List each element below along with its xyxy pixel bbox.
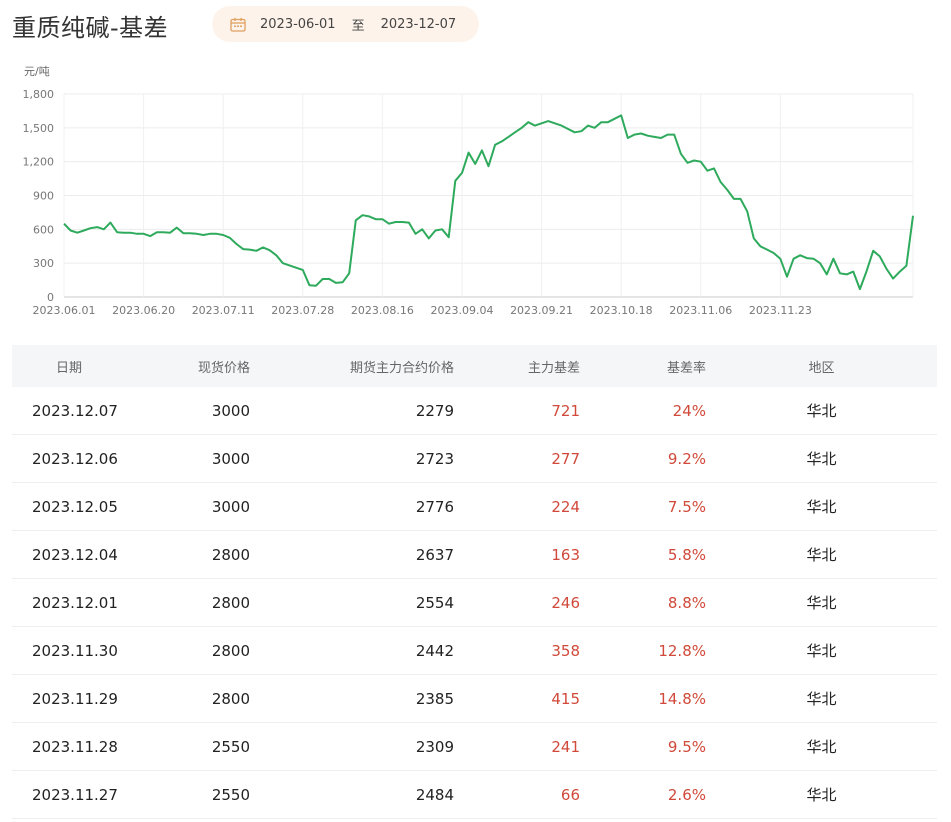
y-tick-label: 1,200 xyxy=(23,156,55,169)
basis-line-chart: 元/吨 0 300 600 900 1,200 1,500 1,800 2023.06.01 20… xyxy=(23,65,914,317)
cell-region: 华北 xyxy=(806,738,837,756)
calendar-icon xyxy=(230,17,246,32)
cell-futures-price: 2309 xyxy=(415,737,454,756)
cell-region: 华北 xyxy=(806,402,837,420)
y-tick-label: 0 xyxy=(47,291,54,304)
table-row: 2023.11.30 2800 2442 358 12.8% 华北 xyxy=(12,627,937,675)
header-basis-rate: 基差率 xyxy=(666,360,706,376)
cell-date: 2023.11.29 xyxy=(32,689,118,708)
x-tick-label: 2023.07.11 xyxy=(192,304,255,317)
cell-region: 华北 xyxy=(806,450,837,468)
cell-basis-rate: 9.2% xyxy=(667,449,706,468)
table-row: 2023.12.06 3000 2723 277 9.2% 华北 xyxy=(12,435,937,483)
cell-basis-rate: 7.5% xyxy=(667,497,706,516)
cell-spot-price: 2550 xyxy=(211,785,250,804)
cell-spot-price: 2550 xyxy=(211,737,250,756)
x-tick-label: 2023.09.04 xyxy=(430,304,493,317)
cell-basis: 415 xyxy=(551,689,580,708)
basis-table: 日期 现货价格 期货主力合约价格 主力基差 基差率 地区 2023.12.07 3… xyxy=(12,345,937,819)
x-tick-label: 2023.06.20 xyxy=(112,304,175,317)
cell-region: 华北 xyxy=(806,690,837,708)
cell-futures-price: 2385 xyxy=(415,689,454,708)
cell-date: 2023.11.27 xyxy=(32,785,118,804)
x-tick-label: 2023.09.21 xyxy=(510,304,573,317)
x-tick-label: 2023.07.28 xyxy=(271,304,334,317)
cell-date: 2023.11.28 xyxy=(32,737,118,756)
cell-basis-rate: 14.8% xyxy=(658,689,706,708)
cell-basis: 241 xyxy=(551,737,580,756)
header-region: 地区 xyxy=(808,360,835,376)
cell-futures-price: 2554 xyxy=(415,593,454,612)
table-row: 2023.12.07 3000 2279 721 24% 华北 xyxy=(12,387,937,435)
basis-series-line xyxy=(63,114,914,291)
cell-date: 2023.12.01 xyxy=(32,593,118,612)
cell-basis: 277 xyxy=(551,449,580,468)
cell-basis: 224 xyxy=(551,497,580,516)
cell-futures-price: 2637 xyxy=(415,545,454,564)
cell-date: 2023.12.04 xyxy=(32,545,118,564)
cell-date: 2023.12.07 xyxy=(32,401,118,420)
cell-spot-price: 2800 xyxy=(211,641,250,660)
page-title: 重质纯碱-基差 xyxy=(12,14,169,42)
y-tick-label: 1,500 xyxy=(23,122,55,135)
table-row: 2023.11.28 2550 2309 241 9.5% 华北 xyxy=(12,723,937,771)
header-basis: 主力基差 xyxy=(527,360,580,376)
cell-basis-rate: 9.5% xyxy=(667,737,706,756)
cell-basis: 721 xyxy=(551,401,580,420)
cell-region: 华北 xyxy=(806,594,837,612)
x-tick-label: 2023.08.16 xyxy=(351,304,414,317)
cell-basis: 66 xyxy=(560,785,580,804)
cell-spot-price: 3000 xyxy=(211,449,250,468)
cell-spot-price: 2800 xyxy=(211,545,250,564)
cell-basis: 163 xyxy=(551,545,580,564)
cell-futures-price: 2776 xyxy=(415,497,454,516)
table-row: 2023.12.04 2800 2637 163 5.8% 华北 xyxy=(12,531,937,579)
cell-basis-rate: 24% xyxy=(672,401,706,420)
y-tick-label: 900 xyxy=(33,190,54,203)
cell-futures-price: 2442 xyxy=(415,641,454,660)
y-tick-label: 300 xyxy=(33,257,54,270)
y-tick-label: 1,800 xyxy=(23,88,55,101)
cell-futures-price: 2279 xyxy=(415,401,454,420)
date-range-picker[interactable]: 2023-06-01 至 2023-12-07 xyxy=(212,6,479,42)
date-separator: 至 xyxy=(351,18,365,34)
end-date[interactable]: 2023-12-07 xyxy=(380,16,457,32)
cell-basis: 246 xyxy=(551,593,580,612)
table-row: 2023.11.27 2550 2484 66 2.6% 华北 xyxy=(12,771,937,819)
table-row: 2023.12.01 2800 2554 246 8.8% 华北 xyxy=(12,579,937,627)
cell-region: 华北 xyxy=(806,642,837,660)
x-tick-label: 2023.10.18 xyxy=(590,304,653,317)
y-tick-label: 600 xyxy=(33,223,54,236)
start-date[interactable]: 2023-06-01 xyxy=(260,16,336,32)
cell-spot-price: 3000 xyxy=(211,497,250,516)
cell-basis-rate: 5.8% xyxy=(667,545,706,564)
x-tick-label: 2023.06.01 xyxy=(33,304,96,317)
cell-basis-rate: 2.6% xyxy=(667,785,706,804)
cell-date: 2023.11.30 xyxy=(32,641,118,660)
cell-region: 华北 xyxy=(806,786,837,804)
cell-date: 2023.12.05 xyxy=(32,497,118,516)
cell-futures-price: 2484 xyxy=(415,785,454,804)
x-tick-label: 2023.11.23 xyxy=(749,304,812,317)
header-spot-price: 现货价格 xyxy=(197,360,250,376)
cell-futures-price: 2723 xyxy=(415,449,454,468)
cell-basis: 358 xyxy=(551,641,580,660)
table-body: 2023.12.07 3000 2279 721 24% 华北 2023.12.06 3000… xyxy=(12,387,937,819)
cell-date: 2023.12.06 xyxy=(32,449,118,468)
cell-region: 华北 xyxy=(806,498,837,516)
cell-spot-price: 2800 xyxy=(211,689,250,708)
header-date: 日期 xyxy=(56,360,83,376)
table-header: 日期 现货价格 期货主力合约价格 主力基差 基差率 地区 xyxy=(12,345,937,387)
cell-basis-rate: 8.8% xyxy=(667,593,706,612)
x-tick-label: 2023.11.06 xyxy=(669,304,732,317)
y-axis-label: 元/吨 xyxy=(24,65,50,78)
table-row: 2023.12.05 3000 2776 224 7.5% 华北 xyxy=(12,483,937,531)
cell-spot-price: 3000 xyxy=(211,401,250,420)
header-futures-price: 期货主力合约价格 xyxy=(349,360,454,376)
table-row: 2023.11.29 2800 2385 415 14.8% 华北 xyxy=(12,675,937,723)
cell-spot-price: 2800 xyxy=(211,593,250,612)
cell-basis-rate: 12.8% xyxy=(658,641,706,660)
cell-region: 华北 xyxy=(806,546,837,564)
